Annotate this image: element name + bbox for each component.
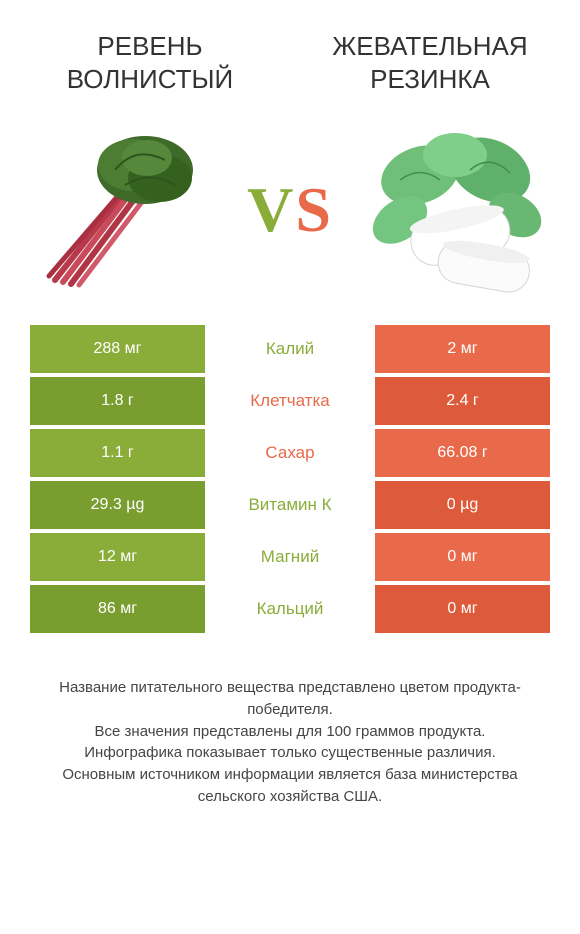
header: Ревень волнистый Жевательная резинка [0,0,580,105]
table-row: 1.1 гСахар66.08 г [30,429,550,477]
comparison-table: 288 мгКалий2 мг1.8 гКлетчатка2.4 г1.1 гС… [0,325,580,633]
gum-icon [360,125,550,295]
cell-left-value: 1.1 г [30,429,205,477]
rhubarb-icon [35,130,215,290]
cell-nutrient-label: Калий [205,325,375,373]
table-row: 288 мгКалий2 мг [30,325,550,373]
cell-left-value: 86 мг [30,585,205,633]
footer-line-3: Инфографика показывает только существенн… [30,742,550,764]
footer-notes: Название питательного вещества представл… [0,637,580,808]
cell-left-value: 12 мг [30,533,205,581]
vs-s: S [295,174,333,245]
title-right: Жевательная резинка [310,30,550,95]
cell-nutrient-label: Сахар [205,429,375,477]
table-row: 86 мгКальций0 мг [30,585,550,633]
cell-left-value: 1.8 г [30,377,205,425]
cell-left-value: 288 мг [30,325,205,373]
cell-nutrient-label: Клетчатка [205,377,375,425]
cell-nutrient-label: Магний [205,533,375,581]
vs-label: VS [247,173,333,247]
vs-v: V [247,174,295,245]
footer-line-1: Название питательного вещества представл… [30,677,550,721]
cell-right-value: 0 мг [375,585,550,633]
cell-right-value: 66.08 г [375,429,550,477]
images-row: VS [0,105,580,325]
cell-nutrient-label: Кальций [205,585,375,633]
cell-right-value: 2.4 г [375,377,550,425]
footer-line-2: Все значения представлены для 100 граммо… [30,721,550,743]
table-row: 29.3 µgВитамин К0 µg [30,481,550,529]
image-gum [360,125,550,295]
image-rhubarb [30,125,220,295]
cell-right-value: 0 µg [375,481,550,529]
table-row: 12 мгМагний0 мг [30,533,550,581]
cell-left-value: 29.3 µg [30,481,205,529]
table-row: 1.8 гКлетчатка2.4 г [30,377,550,425]
cell-right-value: 0 мг [375,533,550,581]
cell-right-value: 2 мг [375,325,550,373]
cell-nutrient-label: Витамин К [205,481,375,529]
footer-line-4: Основным источником информации является … [30,764,550,808]
title-left: Ревень волнистый [30,30,270,95]
